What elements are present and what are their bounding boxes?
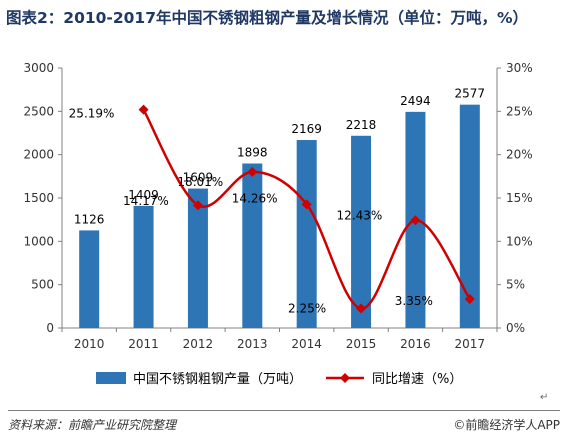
bar bbox=[351, 135, 372, 328]
source-note: 资料来源：前瞻产业研究院整理 bbox=[8, 418, 177, 432]
bar bbox=[459, 104, 480, 328]
y-right-tick-label: 0% bbox=[506, 321, 525, 335]
bar-value-label: 2218 bbox=[346, 118, 377, 132]
line-value-label: 12.43% bbox=[337, 208, 383, 222]
bar bbox=[242, 163, 263, 328]
bar-value-label: 1609 bbox=[183, 171, 214, 185]
line-point bbox=[410, 215, 421, 226]
y-left-tick-label: 0 bbox=[46, 321, 54, 335]
line-value-label: 18.01% bbox=[177, 175, 223, 189]
line-value-label: 2.25% bbox=[288, 302, 326, 316]
x-tick-label: 2017 bbox=[455, 337, 486, 351]
brand-credit: ©前瞻经济学人APP bbox=[453, 416, 560, 433]
y-left-tick-label: 3000 bbox=[23, 61, 54, 75]
x-tick-label: 2013 bbox=[237, 337, 268, 351]
brand-name: 前瞻经济学人APP bbox=[465, 418, 560, 432]
return-mark: ↵ bbox=[540, 392, 549, 403]
x-tick-label: 2012 bbox=[183, 337, 214, 351]
line-value-label: 14.17% bbox=[123, 194, 169, 208]
bar bbox=[133, 205, 154, 328]
y-right-tick-label: 5% bbox=[506, 278, 525, 292]
y-right-tick-label: 10% bbox=[506, 234, 533, 248]
line-value-label: 3.35% bbox=[395, 294, 433, 308]
y-right-tick-label: 30% bbox=[506, 61, 533, 75]
y-right-tick-label: 15% bbox=[506, 191, 533, 205]
chart-title: 图表2：2010-2017年中国不锈钢粗钢产量及增长情况（单位：万吨，%） bbox=[6, 9, 529, 27]
bar-value-label: 2577 bbox=[455, 87, 486, 101]
line-point bbox=[192, 200, 203, 211]
footer-divider bbox=[8, 410, 560, 411]
axes: 0 500 1000 1500 2000 2500 3000 0% 5% 10% 15% 20% 25%… bbox=[23, 61, 532, 351]
bar bbox=[79, 230, 100, 328]
x-tick-label: 2016 bbox=[400, 337, 431, 351]
bar-value-label: 1409 bbox=[128, 188, 159, 202]
line-point bbox=[301, 199, 312, 210]
y-left-tick-label: 1500 bbox=[23, 191, 54, 205]
x-tick-label: 2015 bbox=[346, 337, 377, 351]
bar-value-label: 1898 bbox=[237, 146, 268, 160]
x-tick-label: 2010 bbox=[74, 337, 105, 351]
y-right-tick-label: 25% bbox=[506, 104, 533, 118]
line-point bbox=[356, 303, 367, 314]
data-labels: 1126 1409 1609 1898 2169 2218 2494 2577 25.19% 14… bbox=[69, 87, 485, 316]
line-point bbox=[464, 293, 475, 304]
legend-bar-label: 中国不锈钢粗钢产量（万吨） bbox=[133, 372, 302, 387]
line-point bbox=[138, 104, 149, 115]
bar-value-label: 1126 bbox=[74, 212, 105, 226]
x-tick-label: 2011 bbox=[128, 337, 159, 351]
bar-value-label: 2169 bbox=[291, 122, 322, 136]
bar bbox=[187, 188, 208, 328]
y-right-tick-label: 20% bbox=[506, 148, 533, 162]
line-point bbox=[247, 166, 258, 177]
line-series bbox=[138, 104, 475, 314]
copyright-icon: © bbox=[453, 418, 466, 432]
line-value-label: 25.19% bbox=[69, 107, 115, 121]
line-value-label: 14.26% bbox=[232, 191, 278, 205]
bar-value-label: 2494 bbox=[400, 94, 431, 108]
x-tick-label: 2014 bbox=[291, 337, 322, 351]
y-left-tick-label: 1000 bbox=[23, 234, 54, 248]
legend-line-marker bbox=[340, 373, 350, 383]
y-left-tick-label: 500 bbox=[31, 278, 54, 292]
legend: 中国不锈钢粗钢产量（万吨） 同比增速（%） bbox=[96, 372, 462, 387]
y-left-tick-label: 2500 bbox=[23, 104, 54, 118]
bar bbox=[296, 140, 317, 328]
y-left-tick-label: 2000 bbox=[23, 148, 54, 162]
legend-bar-swatch bbox=[96, 372, 126, 384]
legend-line-label: 同比增速（%） bbox=[372, 372, 462, 387]
